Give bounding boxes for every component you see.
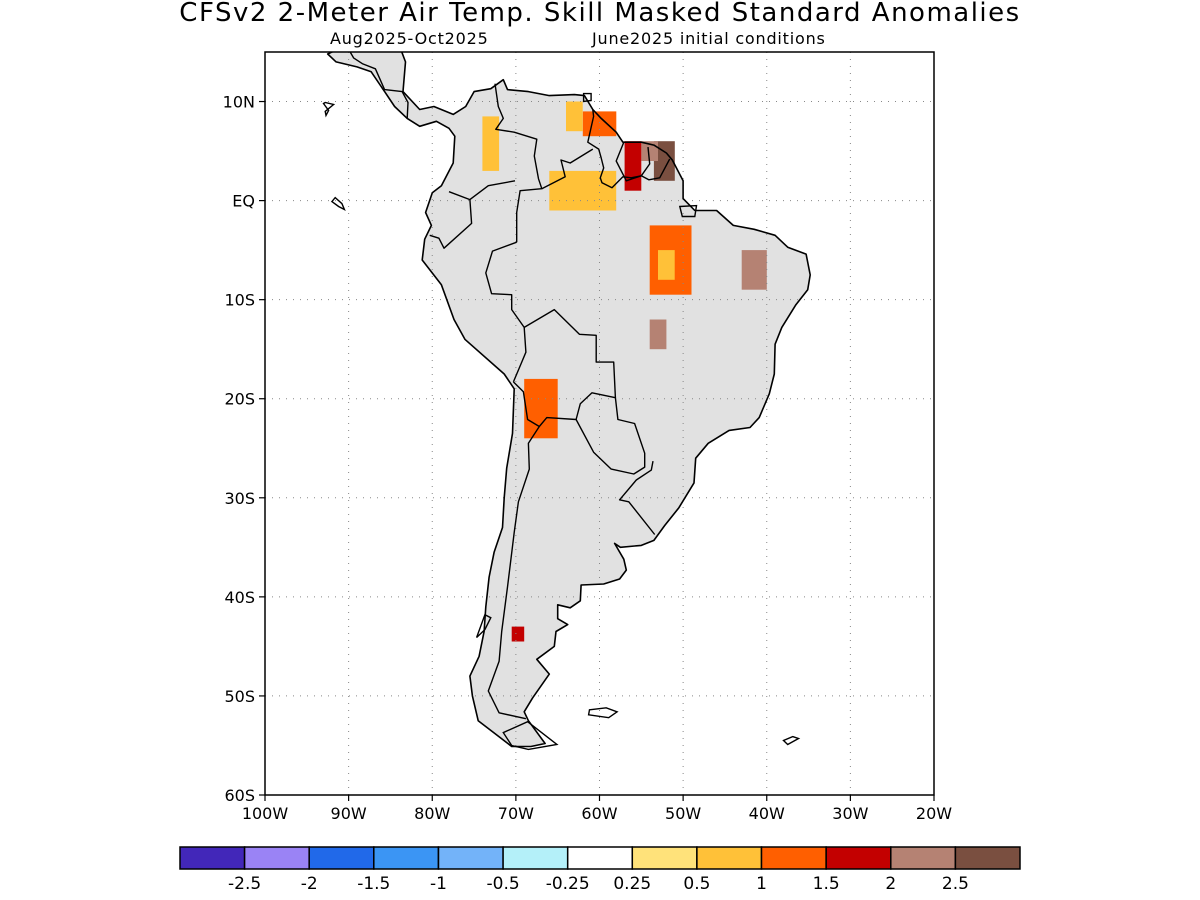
legend-swatch bbox=[373, 846, 440, 870]
country-border bbox=[575, 397, 646, 475]
lon-tick-label: 20W bbox=[916, 804, 952, 823]
anomaly-colombia-yellow bbox=[482, 116, 500, 171]
continent-coastline bbox=[326, 52, 812, 748]
island-outline bbox=[502, 720, 559, 751]
anomaly-guiana-red bbox=[624, 141, 642, 191]
legend-label: 1 bbox=[756, 874, 767, 894]
country-border bbox=[541, 148, 594, 190]
map-title: CFSv2 2-Meter Air Temp. Skill Masked Sta… bbox=[179, 0, 1021, 28]
legend-swatch bbox=[825, 846, 892, 870]
country-border bbox=[349, 52, 409, 119]
legend-label: -2 bbox=[301, 874, 318, 894]
anomaly-bahia-tan bbox=[741, 250, 767, 290]
country-borders-layer bbox=[349, 52, 671, 720]
country-border bbox=[494, 83, 543, 243]
legend-swatch bbox=[631, 846, 698, 870]
anomaly-mato-grosso-tan bbox=[649, 319, 667, 350]
lat-tick-label: 60S bbox=[224, 786, 255, 805]
anomaly-guiana-brown bbox=[653, 141, 675, 181]
anomaly-venezuela-yellow bbox=[566, 101, 583, 132]
anomaly-patagonia-red bbox=[511, 626, 525, 642]
island-outline bbox=[782, 735, 801, 746]
country-border bbox=[618, 460, 656, 535]
legend-label: 2.5 bbox=[942, 874, 969, 894]
lat-tick-label: 10S bbox=[224, 291, 255, 310]
legend-label: 1.5 bbox=[813, 874, 840, 894]
legend-label: 2 bbox=[885, 874, 896, 894]
country-border bbox=[523, 308, 617, 427]
island-outline bbox=[330, 196, 346, 212]
lon-tick-label: 70W bbox=[498, 804, 534, 823]
island-outline bbox=[475, 613, 492, 639]
anomaly-amapa-yellow bbox=[658, 250, 675, 280]
legend-label: -1.5 bbox=[357, 874, 390, 894]
lat-tick-label: 10N bbox=[223, 93, 255, 112]
country-border bbox=[448, 180, 516, 201]
legend-label: 0.25 bbox=[613, 874, 651, 894]
coastline-layer bbox=[322, 52, 812, 751]
legend-swatch bbox=[954, 846, 1021, 870]
skill-mask-region bbox=[327, 52, 811, 747]
legend-label: -1 bbox=[430, 874, 447, 894]
skill-mask-layer bbox=[327, 52, 811, 747]
legend-swatch bbox=[243, 846, 310, 870]
lat-tick-label: 50S bbox=[224, 687, 255, 706]
legend-swatch bbox=[566, 846, 634, 870]
lat-tick-label: 30S bbox=[224, 489, 255, 508]
initial-conditions: June2025 initial conditions bbox=[592, 29, 826, 48]
island-outline bbox=[322, 101, 336, 118]
legend-label: -0.25 bbox=[546, 874, 590, 894]
legend-swatch bbox=[437, 846, 504, 870]
lon-tick-label: 80W bbox=[414, 804, 450, 823]
legend-swatch bbox=[502, 846, 569, 870]
anomaly-guiana-tan bbox=[641, 141, 658, 161]
lat-tick-label: EQ bbox=[232, 192, 255, 211]
country-border bbox=[487, 381, 540, 720]
legend-swatch bbox=[696, 846, 763, 870]
island-outline bbox=[587, 707, 619, 719]
lon-tick-label: 60W bbox=[581, 804, 617, 823]
anomaly-roraima-yellow bbox=[549, 170, 617, 211]
legend-label: -0.5 bbox=[487, 874, 520, 894]
lat-tick-label: 20S bbox=[224, 390, 255, 409]
legend-swatch bbox=[179, 846, 246, 870]
legend-swatch bbox=[308, 846, 375, 870]
lon-tick-label: 90W bbox=[331, 804, 367, 823]
country-border bbox=[429, 199, 473, 249]
lon-tick-label: 30W bbox=[832, 804, 868, 823]
legend-label: 0.5 bbox=[683, 874, 710, 894]
country-border bbox=[587, 109, 671, 189]
latitude-labels: 10N EQ 10S 20S 30S 40S 50S 60S bbox=[223, 93, 265, 805]
color-legend: -2.5 -2 -1.5 -1 -0.5 -0.25 0.25 0.5 1 1.5 2 2.5 bbox=[179, 846, 1021, 894]
forecast-period: Aug2025-Oct2025 bbox=[330, 29, 489, 48]
lon-tick-label: 50W bbox=[665, 804, 701, 823]
anomaly-bolivia-orange bbox=[524, 378, 558, 439]
lat-tick-label: 40S bbox=[224, 588, 255, 607]
legend-swatch bbox=[760, 846, 827, 870]
legend-label: -2.5 bbox=[228, 874, 261, 894]
country-border bbox=[485, 241, 527, 383]
longitude-labels: 100W 90W 80W 70W 60W 50W 40W 30W 20W bbox=[242, 795, 952, 823]
island-outline bbox=[582, 92, 592, 103]
legend-swatch bbox=[890, 846, 957, 870]
island-outline bbox=[678, 204, 698, 218]
country-border bbox=[615, 141, 651, 182]
lon-tick-label: 40W bbox=[749, 804, 785, 823]
lat-lon-gridlines bbox=[265, 52, 934, 795]
lon-tick-label: 100W bbox=[242, 804, 289, 823]
